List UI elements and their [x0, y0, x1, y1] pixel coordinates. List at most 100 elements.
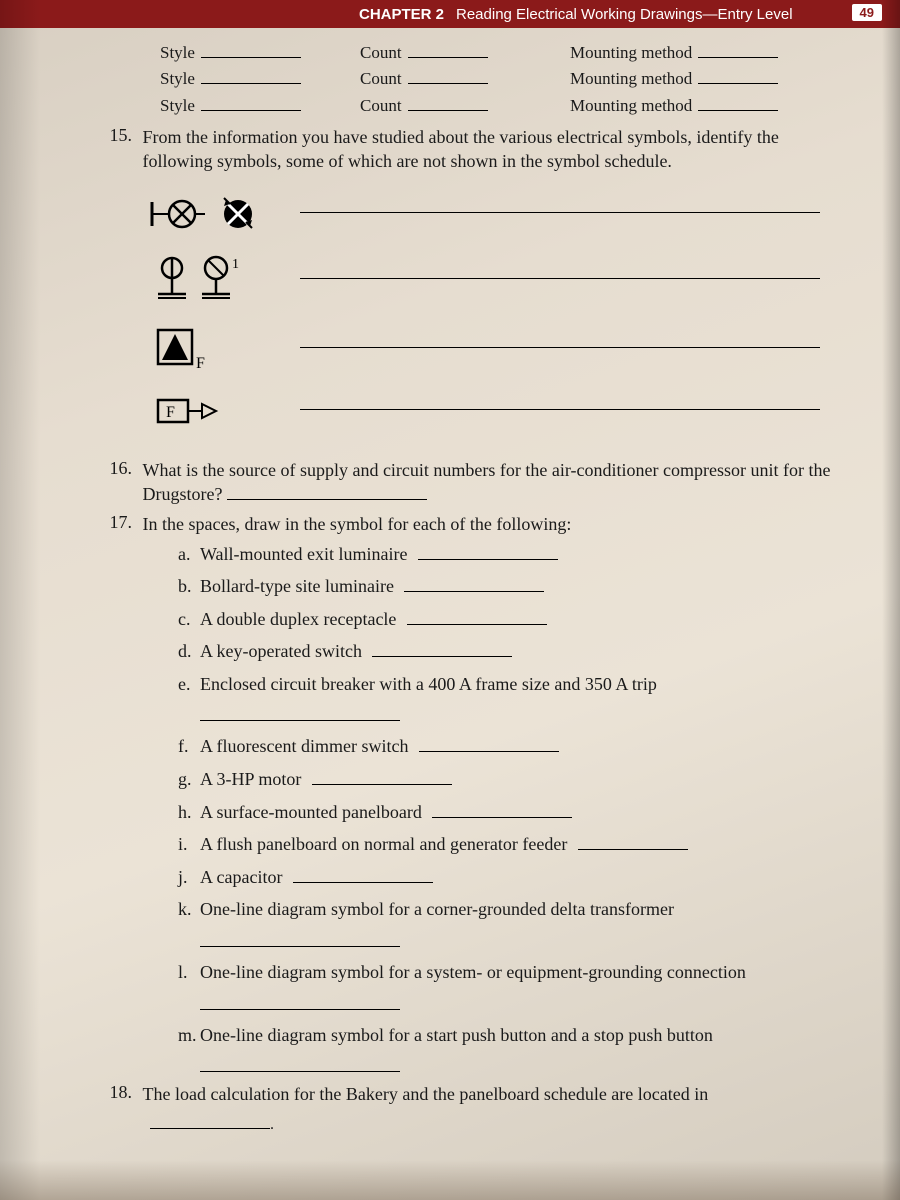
- blank: [419, 734, 559, 752]
- label-mount: Mounting method: [570, 66, 692, 92]
- page-shadow-right: [882, 0, 900, 1200]
- symbol-row-3: F: [150, 324, 840, 372]
- page-content: Style Count Mounting method Style Count …: [60, 0, 840, 1134]
- q17-item: e.Enclosed circuit breaker with a 400 A …: [178, 669, 840, 700]
- textbook-page: CHAPTER 2 Reading Electrical Working Dra…: [0, 0, 900, 1200]
- symbol-row-1: [150, 192, 840, 234]
- label-style: Style: [160, 93, 195, 119]
- blank: [372, 639, 512, 657]
- period: .: [270, 1116, 274, 1133]
- page-shadow-bottom: [0, 1160, 900, 1200]
- blank: [698, 41, 778, 58]
- item-text: A flush panelboard on normal and generat…: [200, 834, 567, 854]
- blank: [200, 1054, 400, 1072]
- svg-text:F: F: [196, 355, 205, 372]
- page-shadow-left: [0, 0, 40, 1200]
- q18-text: The load calculation for the Bakery and …: [143, 1084, 709, 1104]
- item-letter: h.: [178, 797, 200, 828]
- q17-item: g.A 3-HP motor: [178, 764, 840, 795]
- answer-blank: [300, 347, 820, 348]
- q17-item: m.One-line diagram symbol for a start pu…: [178, 1020, 840, 1051]
- q-text: What is the source of supply and circuit…: [143, 458, 833, 507]
- answer-blank: [300, 212, 820, 213]
- item-text: A capacitor: [200, 867, 282, 887]
- question-18: 18. The load calculation for the Bakery …: [60, 1082, 840, 1106]
- q17-item: a.Wall-mounted exit luminaire: [178, 539, 840, 570]
- item-letter: k.: [178, 894, 200, 925]
- clock-outlet-icon: [150, 192, 280, 234]
- svg-text:1: 1: [232, 257, 239, 272]
- item-text: One-line diagram symbol for a system- or…: [200, 962, 746, 982]
- item-letter: g.: [178, 764, 200, 795]
- blank: [404, 574, 544, 592]
- page-number: 49: [852, 4, 882, 21]
- item-text: A fluorescent dimmer switch: [200, 736, 408, 756]
- q-text: In the spaces, draw in the symbol for ea…: [143, 512, 833, 536]
- blank: [408, 94, 488, 111]
- style-count-grid: Style Count Mounting method Style Count …: [160, 40, 840, 119]
- item-letter: e.: [178, 669, 200, 700]
- chapter-header: CHAPTER 2 Reading Electrical Working Dra…: [0, 0, 900, 28]
- item-letter: m.: [178, 1020, 200, 1051]
- q17-item: l.One-line diagram symbol for a system- …: [178, 957, 840, 988]
- grid-row: Style Count Mounting method: [160, 40, 840, 66]
- item-text: One-line diagram symbol for a start push…: [200, 1025, 713, 1045]
- blank: [201, 41, 301, 58]
- label-count: Count: [360, 40, 402, 66]
- question-16: 16. What is the source of supply and cir…: [60, 458, 840, 507]
- blank: [578, 832, 688, 850]
- answer-blank: [300, 278, 820, 279]
- item-text: A 3-HP motor: [200, 769, 301, 789]
- answer-blank: [300, 409, 820, 410]
- label-mount: Mounting method: [570, 40, 692, 66]
- q17-item: k.One-line diagram symbol for a corner-g…: [178, 894, 840, 925]
- symbol-row-4: F: [150, 390, 840, 430]
- svg-text:F: F: [166, 404, 175, 421]
- chapter-label: CHAPTER 2: [0, 6, 452, 23]
- bollard-icon: 1: [150, 252, 280, 306]
- item-letter: i.: [178, 829, 200, 860]
- item-text: A double duplex receptacle: [200, 609, 396, 629]
- item-text: Bollard-type site luminaire: [200, 576, 394, 596]
- blank: [201, 67, 301, 84]
- chapter-title: Reading Electrical Working Drawings—Entr…: [452, 6, 900, 23]
- q-number: 17.: [60, 512, 138, 533]
- q-number: 15.: [60, 125, 138, 146]
- blank: [150, 1113, 270, 1129]
- item-letter: a.: [178, 539, 200, 570]
- label-count: Count: [360, 93, 402, 119]
- item-letter: c.: [178, 604, 200, 635]
- box-f-flag-icon: F: [150, 390, 280, 430]
- q17-item: b.Bollard-type site luminaire: [178, 571, 840, 602]
- symbol-row-2: 1: [150, 252, 840, 306]
- item-letter: j.: [178, 862, 200, 893]
- blank: [698, 94, 778, 111]
- blank: [418, 542, 558, 560]
- q-number: 18.: [60, 1082, 138, 1103]
- item-text: A surface-mounted panelboard: [200, 802, 422, 822]
- label-style: Style: [160, 40, 195, 66]
- item-text: A key-operated switch: [200, 641, 362, 661]
- question-15: 15. From the information you have studie…: [60, 125, 840, 174]
- blank: [201, 94, 301, 111]
- blank: [200, 703, 400, 721]
- label-count: Count: [360, 66, 402, 92]
- q17-item: j.A capacitor: [178, 862, 840, 893]
- grid-row: Style Count Mounting method: [160, 66, 840, 92]
- q17-sublist: a.Wall-mounted exit luminaire b.Bollard-…: [178, 539, 840, 1073]
- blank: [408, 67, 488, 84]
- q17-item: f.A fluorescent dimmer switch: [178, 731, 840, 762]
- blank: [312, 767, 452, 785]
- q17-item: i.A flush panelboard on normal and gener…: [178, 829, 840, 860]
- question-17: 17. In the spaces, draw in the symbol fo…: [60, 512, 840, 536]
- q17-item: c.A double duplex receptacle: [178, 604, 840, 635]
- blank: [293, 865, 433, 883]
- item-letter: l.: [178, 957, 200, 988]
- blank: [227, 482, 427, 500]
- item-text: Enclosed circuit breaker with a 400 A fr…: [200, 674, 657, 694]
- item-text: Wall-mounted exit luminaire: [200, 544, 408, 564]
- blank: [407, 607, 547, 625]
- label-mount: Mounting method: [570, 93, 692, 119]
- blank: [408, 41, 488, 58]
- item-letter: b.: [178, 571, 200, 602]
